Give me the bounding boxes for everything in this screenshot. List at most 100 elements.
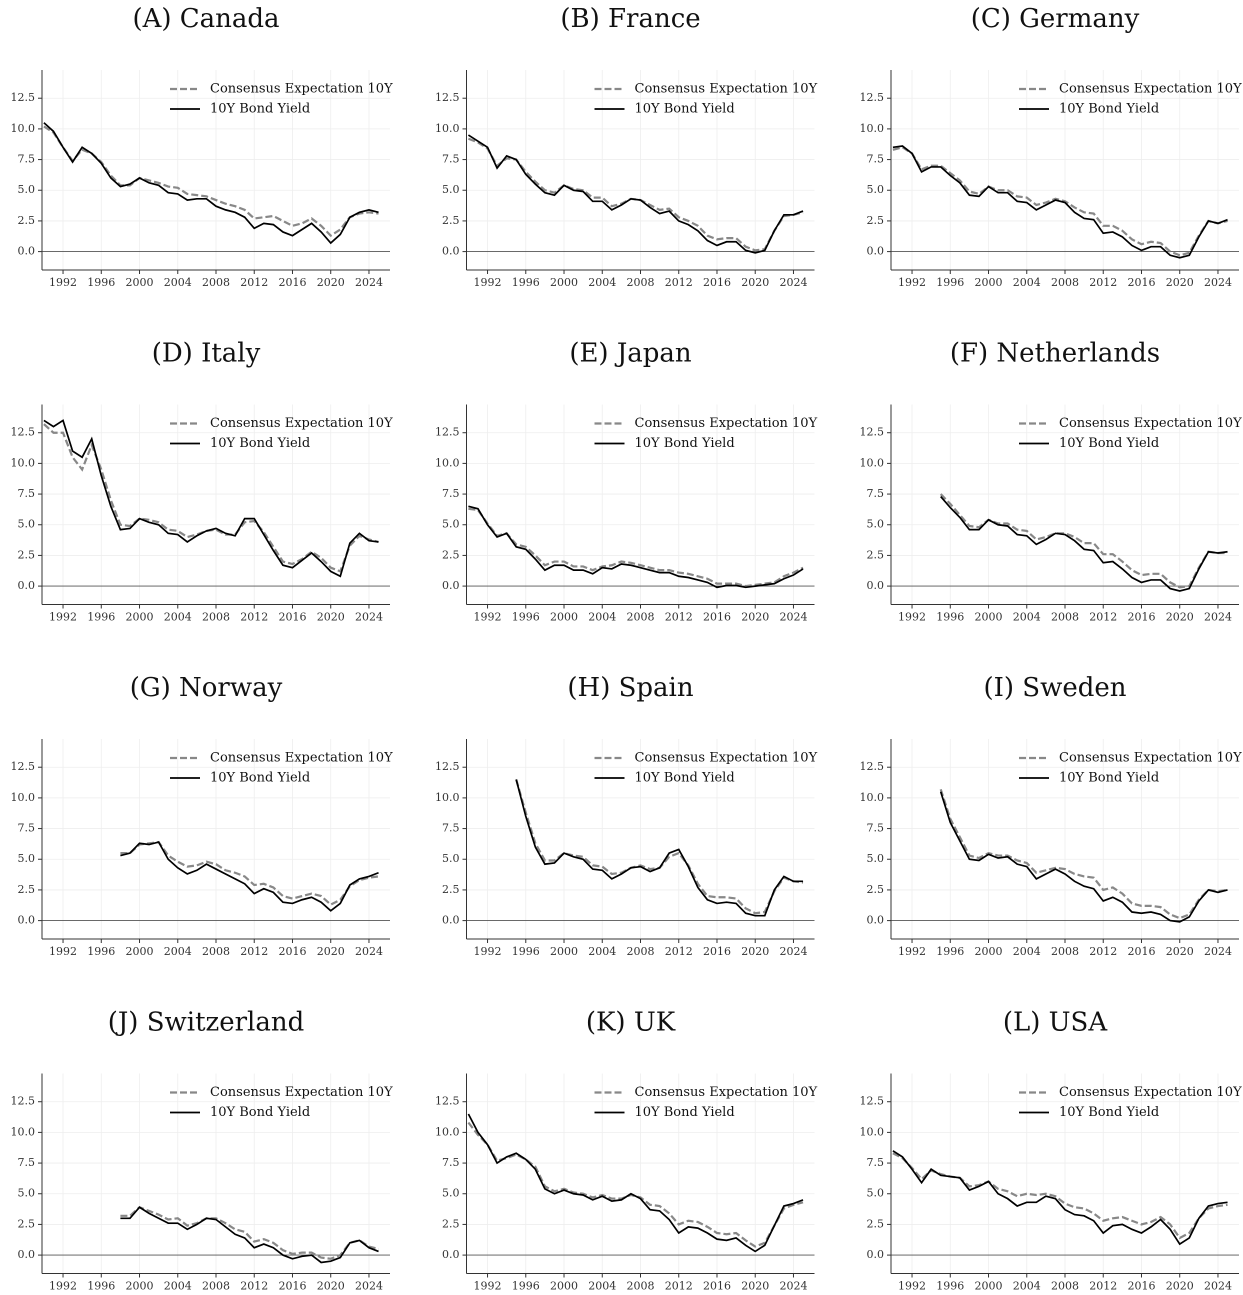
line-series xyxy=(120,841,379,912)
x-tick-label: 2024 xyxy=(779,276,807,289)
x-tick-label: 2016 xyxy=(278,611,306,624)
y-tick-label: 7.5 xyxy=(442,822,460,835)
y-tick-label: 2.5 xyxy=(867,1217,885,1230)
y-tick-label: 10.0 xyxy=(11,122,36,135)
x-tick-label: 2004 xyxy=(1013,1280,1041,1293)
chart-title: (I) Sweden xyxy=(983,673,1126,703)
y-tick-label: 12.5 xyxy=(435,426,460,439)
x-tick-label: 2012 xyxy=(1089,276,1117,289)
x-tick-label: 2016 xyxy=(278,1280,306,1293)
x-tick-label: 2008 xyxy=(627,611,655,624)
y-tick-label: 5.0 xyxy=(18,1187,36,1200)
y-tick-label: 2.5 xyxy=(18,214,36,227)
y-tick-label: 5.0 xyxy=(867,518,885,531)
y-tick-label: 0.0 xyxy=(442,579,460,592)
legend-label: Consensus Expectation 10Y xyxy=(1059,82,1242,97)
x-tick-label: 2024 xyxy=(1204,611,1232,624)
x-tick-label: 2008 xyxy=(202,945,230,958)
y-tick-label: 7.5 xyxy=(18,487,36,500)
y-tick-label: 7.5 xyxy=(867,153,885,166)
y-tick-label: 2.5 xyxy=(442,883,460,896)
legend-label: 10Y Bond Yield xyxy=(635,102,735,117)
x-tick-label: 2000 xyxy=(126,1280,154,1293)
y-tick-label: 10.0 xyxy=(435,122,460,135)
chart-title: (A) Canada xyxy=(132,4,279,34)
x-tick-label: 2012 xyxy=(240,276,268,289)
x-tick-label: 2020 xyxy=(317,611,345,624)
x-tick-label: 1996 xyxy=(936,945,964,958)
x-tick-label: 2004 xyxy=(588,945,616,958)
y-tick-label: 12.5 xyxy=(860,91,885,104)
x-tick-label: 2020 xyxy=(741,276,769,289)
x-tick-label: 1992 xyxy=(49,276,77,289)
legend-label: 10Y Bond Yield xyxy=(635,436,735,451)
x-tick-label: 2024 xyxy=(779,611,807,624)
x-tick-label: 2004 xyxy=(588,276,616,289)
line-series xyxy=(43,122,379,245)
legend-label: 10Y Bond Yield xyxy=(635,1105,735,1120)
y-tick-label: 12.5 xyxy=(11,426,36,439)
x-tick-label: 2016 xyxy=(1127,1280,1155,1293)
y-tick-label: 7.5 xyxy=(867,822,885,835)
x-tick-label: 2024 xyxy=(779,1280,807,1293)
y-tick-label: 0.0 xyxy=(18,245,36,258)
x-tick-label: 2004 xyxy=(164,945,192,958)
y-tick-label: 10.0 xyxy=(860,122,885,135)
chart-title: (C) Germany xyxy=(971,4,1140,34)
x-tick-label: 2024 xyxy=(1204,276,1232,289)
x-tick-label: 2012 xyxy=(240,611,268,624)
y-tick-label: 5.0 xyxy=(867,183,885,196)
x-tick-label: 2008 xyxy=(202,1280,230,1293)
x-tick-label: 2008 xyxy=(627,276,655,289)
x-tick-label: 1996 xyxy=(87,611,115,624)
x-tick-label: 2020 xyxy=(1166,1280,1194,1293)
x-tick-label: 1992 xyxy=(49,611,77,624)
line-series xyxy=(468,507,804,588)
y-tick-label: 5.0 xyxy=(442,1187,460,1200)
chart-title: (D) Italy xyxy=(152,339,261,369)
y-tick-label: 10.0 xyxy=(435,456,460,469)
y-tick-label: 2.5 xyxy=(867,883,885,896)
x-tick-label: 2024 xyxy=(355,945,383,958)
x-tick-label: 2024 xyxy=(779,945,807,958)
x-tick-label: 2020 xyxy=(1166,611,1194,624)
chart-title: (G) Norway xyxy=(130,673,283,703)
x-tick-label: 2000 xyxy=(975,1280,1003,1293)
chart-title: (J) Switzerland xyxy=(108,1008,305,1038)
legend-label: Consensus Expectation 10Y xyxy=(635,82,818,97)
x-tick-label: 2012 xyxy=(665,945,693,958)
legend-label: Consensus Expectation 10Y xyxy=(210,1085,393,1100)
x-tick-label: 2020 xyxy=(1166,945,1194,958)
line-series xyxy=(43,419,379,578)
y-tick-label: 2.5 xyxy=(18,548,36,561)
y-tick-label: 5.0 xyxy=(442,183,460,196)
y-tick-label: 5.0 xyxy=(867,852,885,865)
legend-label: 10Y Bond Yield xyxy=(1059,436,1159,451)
legend-label: Consensus Expectation 10Y xyxy=(635,416,818,431)
x-tick-label: 2004 xyxy=(164,276,192,289)
x-tick-label: 2020 xyxy=(317,945,345,958)
y-tick-label: 5.0 xyxy=(18,183,36,196)
chart-title: (K) UK xyxy=(586,1008,676,1038)
x-tick-label: 2000 xyxy=(550,1280,578,1293)
x-tick-label: 2016 xyxy=(1127,945,1155,958)
x-tick-label: 2000 xyxy=(126,945,154,958)
y-tick-label: 0.0 xyxy=(867,579,885,592)
x-tick-label: 2008 xyxy=(1051,611,1079,624)
legend-label: Consensus Expectation 10Y xyxy=(210,751,393,766)
line-series xyxy=(468,137,804,252)
x-tick-label: 1996 xyxy=(936,276,964,289)
line-series xyxy=(515,779,804,915)
y-tick-label: 10.0 xyxy=(435,791,460,804)
x-tick-label: 1992 xyxy=(474,276,502,289)
y-tick-label: 0.0 xyxy=(18,579,36,592)
y-tick-label: 12.5 xyxy=(11,91,36,104)
x-tick-label: 1992 xyxy=(898,276,926,289)
chart-title: (E) Japan xyxy=(569,339,692,369)
x-tick-label: 1992 xyxy=(474,1280,502,1293)
x-tick-label: 2020 xyxy=(741,1280,769,1293)
line-series xyxy=(940,495,1228,592)
x-tick-label: 2020 xyxy=(741,611,769,624)
x-tick-label: 2008 xyxy=(627,945,655,958)
